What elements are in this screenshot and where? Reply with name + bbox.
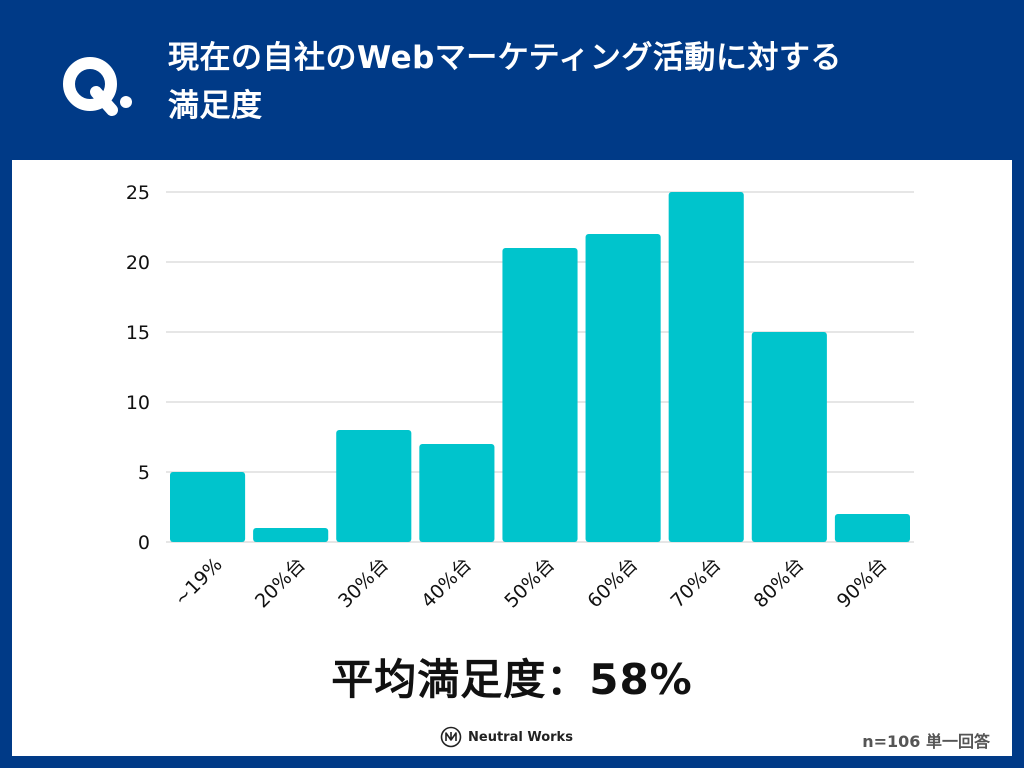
average-satisfaction: 平均満足度：58%: [331, 655, 693, 704]
sample-note: n=106 単一回答: [862, 732, 990, 751]
x-tick-label-5: 60%台: [583, 554, 642, 613]
y-tick-label-5: 5: [138, 462, 150, 484]
brand-icon: [440, 726, 462, 748]
bar-1: [253, 528, 329, 542]
header: 現在の自社のWebマーケティング活動に対する 満足度: [0, 0, 1024, 160]
q-icon: [63, 57, 132, 116]
x-tick-label-4: 50%台: [500, 554, 559, 613]
title-line-2: 満足度: [168, 88, 263, 124]
x-tick-label-0: ~19%: [170, 554, 227, 611]
chart-panel: 0 5 10 15 20 25 ~19% 20%台 30%台 40%台 50%台 60%台 70%台 80…: [12, 160, 1012, 756]
bar-0: [170, 472, 246, 542]
title-line-1: 現在の自社のWebマーケティング活動に対する: [168, 40, 842, 76]
x-tick-label-3: 40%台: [417, 554, 476, 613]
bar-2: [336, 430, 412, 542]
x-tick-label-1: 20%台: [251, 554, 310, 613]
y-tick-label-20: 20: [126, 252, 150, 274]
x-tick-label-8: 90%台: [833, 554, 892, 613]
y-tick-label-10: 10: [126, 392, 150, 414]
bar-6: [668, 192, 744, 542]
brand-logo: Neutral Works: [440, 724, 573, 750]
bar-8: [834, 514, 910, 542]
brand-name: Neutral Works: [468, 729, 573, 745]
bar-5: [585, 234, 661, 542]
question-title: 現在の自社のWebマーケティング活動に対する 満足度: [168, 34, 988, 130]
bar-3: [419, 444, 495, 542]
x-tick-label-7: 80%台: [750, 554, 809, 613]
y-tick-label-15: 15: [126, 322, 150, 344]
x-tick-label-6: 70%台: [667, 554, 726, 613]
bar-7: [751, 332, 827, 542]
bar-4: [502, 248, 578, 542]
y-tick-label-0: 0: [138, 532, 150, 554]
y-tick-label-25: 25: [126, 182, 150, 204]
bar-chart: 0 5 10 15 20 25 ~19% 20%台 30%台 40%台 50%台 60%台 70%台 80…: [126, 182, 914, 613]
x-tick-label-2: 30%台: [334, 554, 393, 613]
